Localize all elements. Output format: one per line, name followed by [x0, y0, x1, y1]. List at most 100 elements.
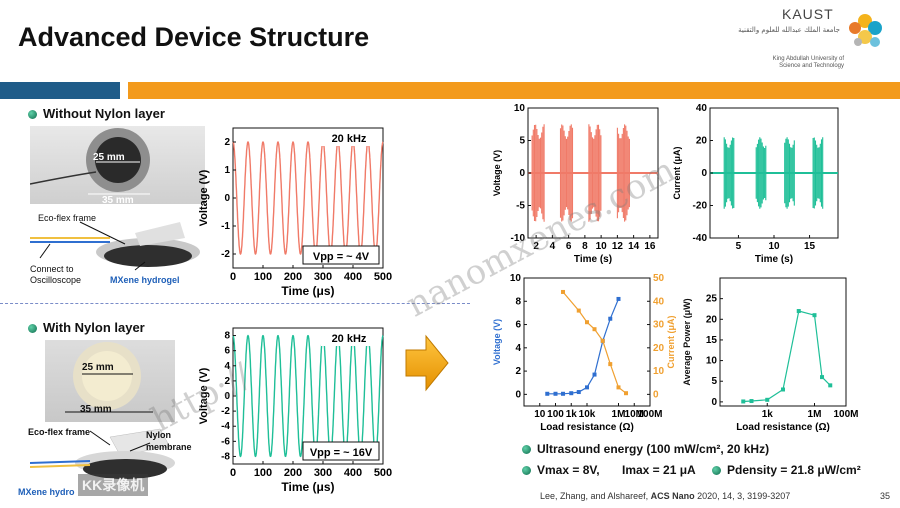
x-tick-label: 15 — [804, 241, 816, 252]
data-point — [592, 372, 597, 377]
dim-outer-without: 35 mm — [102, 195, 134, 206]
chart-voltage-vs-time: 2 4 6 8 10 12 14 16 10 5 0 -5 -10 Time (s) Voltage (V) — [492, 103, 659, 265]
data-point — [624, 391, 629, 396]
x-tick-label: 100M — [833, 409, 858, 420]
header-bar-blue — [0, 82, 120, 99]
data-point — [561, 391, 566, 396]
series-line-current — [562, 291, 627, 394]
y-tick-label: 25 — [706, 294, 718, 305]
x-tick-label: 500 — [374, 467, 392, 479]
burst-3 — [588, 124, 602, 222]
x-tick-label: 5 — [736, 241, 742, 252]
annotation-freq: 20 kHz — [332, 333, 367, 345]
dim-inner-with: 25 mm — [82, 362, 114, 373]
x-tick-label: 10 — [596, 241, 608, 252]
x-tick-label: 6 — [566, 241, 572, 252]
x-tick-label: 0 — [230, 271, 236, 283]
burst-2 — [559, 124, 574, 222]
header-bar-orange — [128, 82, 900, 99]
y-tick-label: -40 — [693, 233, 708, 244]
device-photo-without — [29, 126, 205, 204]
data-point — [561, 289, 566, 294]
page-title: Advanced Device Structure — [18, 22, 370, 52]
data-point — [608, 362, 613, 367]
vpp-box — [302, 441, 380, 461]
series-line-power — [743, 310, 831, 403]
y-tick-label: 4 — [224, 361, 230, 372]
y-tick-label: 8 — [224, 331, 230, 342]
data-point — [576, 308, 581, 313]
x-axis-label: Time (μs) — [281, 284, 334, 298]
y-tick-label: -4 — [221, 421, 230, 432]
y-tick-label: 0 — [701, 168, 707, 179]
y-tick-label: -6 — [221, 436, 230, 447]
y-tick-label: 40 — [696, 103, 708, 114]
series-line-voltage — [547, 298, 620, 395]
x-tick-label: 16 — [644, 241, 656, 252]
y-tick-label: 10 — [706, 356, 718, 367]
y-tick-label: -8 — [221, 451, 230, 462]
label-ecoflex-with: Eco-flex frame — [28, 427, 91, 437]
y-tick-label: 15 — [706, 335, 718, 346]
dim-inner-without: 25 mm — [93, 152, 125, 163]
x-tick-label: 14 — [628, 241, 640, 252]
series-line — [232, 141, 384, 255]
y-tick-label: 0 — [519, 168, 525, 179]
burst-1 — [531, 124, 545, 222]
x-tick-label: 1k — [762, 409, 774, 420]
data-point — [576, 390, 581, 395]
burst-3 — [784, 137, 795, 209]
x-tick-label: 300 — [314, 271, 332, 283]
burst-1 — [723, 137, 735, 209]
x-tick-label: 200 — [284, 467, 302, 479]
annotation-bg — [321, 130, 377, 146]
watermark-stamp: KK录像机 — [78, 474, 149, 496]
data-point — [812, 313, 817, 318]
y2-tick-label: 50 — [653, 273, 665, 284]
label-nylon-2: membrane — [146, 442, 192, 452]
data-point — [600, 338, 605, 343]
y-tick-label: 4 — [515, 343, 521, 354]
right-arrow-icon — [404, 334, 450, 392]
burst-2 — [755, 137, 767, 209]
x-tick-label: 1k — [566, 409, 578, 420]
label-hydrogel-without: MXene hydrogel — [110, 275, 180, 285]
chart-voltage-current-vs-load: 10 100 1k 10k 1M 10M100M108642050403020100Cur… — [492, 273, 676, 433]
y-tick-label: 0 — [711, 397, 717, 408]
y-axis-label: Voltage (V) — [492, 319, 502, 365]
x-tick-label: 10 — [534, 409, 546, 420]
bullet-icon — [28, 110, 37, 120]
x-tick-label: 400 — [344, 467, 362, 479]
x-tick-label: 100 — [254, 467, 272, 479]
result-ultrasound: Ultrasound energy (100 mW/cm², 20 kHz) — [522, 442, 769, 456]
x-tick-label: 12 — [612, 241, 624, 252]
y2-tick-label: 20 — [653, 343, 665, 354]
chart-power-vs-load: 1k 1M 100M 25 20 15 10 5 0 Load resistance (Ω) Ave… — [682, 277, 858, 433]
x-axis-label: Load resistance (Ω) — [736, 422, 830, 433]
bullet-icon — [28, 324, 37, 334]
data-point — [616, 296, 621, 301]
result-pdensity: Pdensity = 21.8 μW/cm² — [712, 463, 861, 477]
x-axis-label: Load resistance (Ω) — [540, 422, 634, 433]
y-tick-label: 2 — [515, 366, 521, 377]
y-tick-label: 1 — [224, 165, 230, 176]
y-tick-label: -5 — [516, 201, 525, 212]
data-point — [608, 316, 613, 321]
y-tick-label: -20 — [693, 201, 708, 212]
x-tick-label: 100 — [547, 409, 564, 420]
data-point — [569, 391, 574, 396]
label-nylon-1: Nylon — [146, 430, 172, 440]
y-tick-label: -10 — [511, 233, 526, 244]
section-heading-with-nylon: With Nylon layer — [28, 320, 145, 335]
device-diagram-with — [29, 425, 210, 500]
vpp-label: Vpp = ~ 4V — [313, 251, 370, 263]
x-tick-label: 200 — [284, 271, 302, 283]
bullet-icon — [522, 445, 531, 455]
y-tick-label: -2 — [221, 406, 230, 417]
y-tick-label: 0 — [515, 389, 521, 400]
series-line — [232, 334, 384, 458]
section-divider — [0, 303, 470, 304]
y-tick-label: 5 — [711, 376, 717, 387]
data-point — [553, 391, 558, 396]
annotation-bg — [321, 330, 377, 346]
